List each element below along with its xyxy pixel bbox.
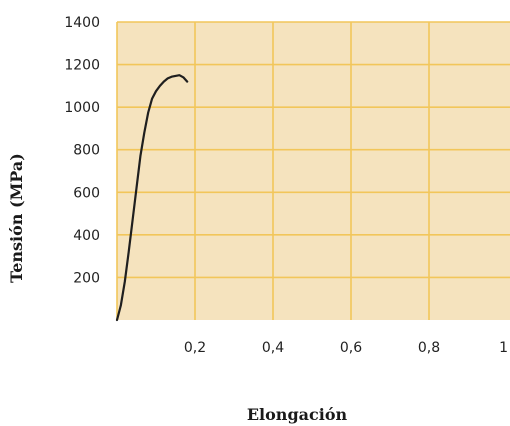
x-tick-label: 0,6 <box>340 340 362 356</box>
y-tick-label: 400 <box>73 228 100 244</box>
series-line <box>115 74 189 322</box>
y-tick-label: 1400 <box>64 15 100 31</box>
x-tick-labels: 0,2 0,4 0,6 0,8 1 <box>184 340 508 356</box>
x-tick-label: 1 <box>499 340 508 356</box>
x-tick-label: 0,4 <box>262 340 284 356</box>
x-tick-label: 0,8 <box>418 340 440 356</box>
y-axis-title: Tensión (MPa) <box>7 153 26 283</box>
y-tick-label: 1000 <box>64 100 100 116</box>
x-axis-title: Elongación <box>247 405 348 424</box>
x-tick-label: 0,2 <box>184 340 206 356</box>
y-tick-label: 800 <box>73 143 100 159</box>
y-tick-label: 200 <box>73 270 100 286</box>
plot-area <box>117 22 510 320</box>
grid-lines <box>116 21 510 320</box>
y-tick-label: 1200 <box>64 58 100 74</box>
y-tick-label: 600 <box>73 185 100 201</box>
y-tick-labels: 200 400 600 800 1000 1200 1400 <box>64 15 100 286</box>
